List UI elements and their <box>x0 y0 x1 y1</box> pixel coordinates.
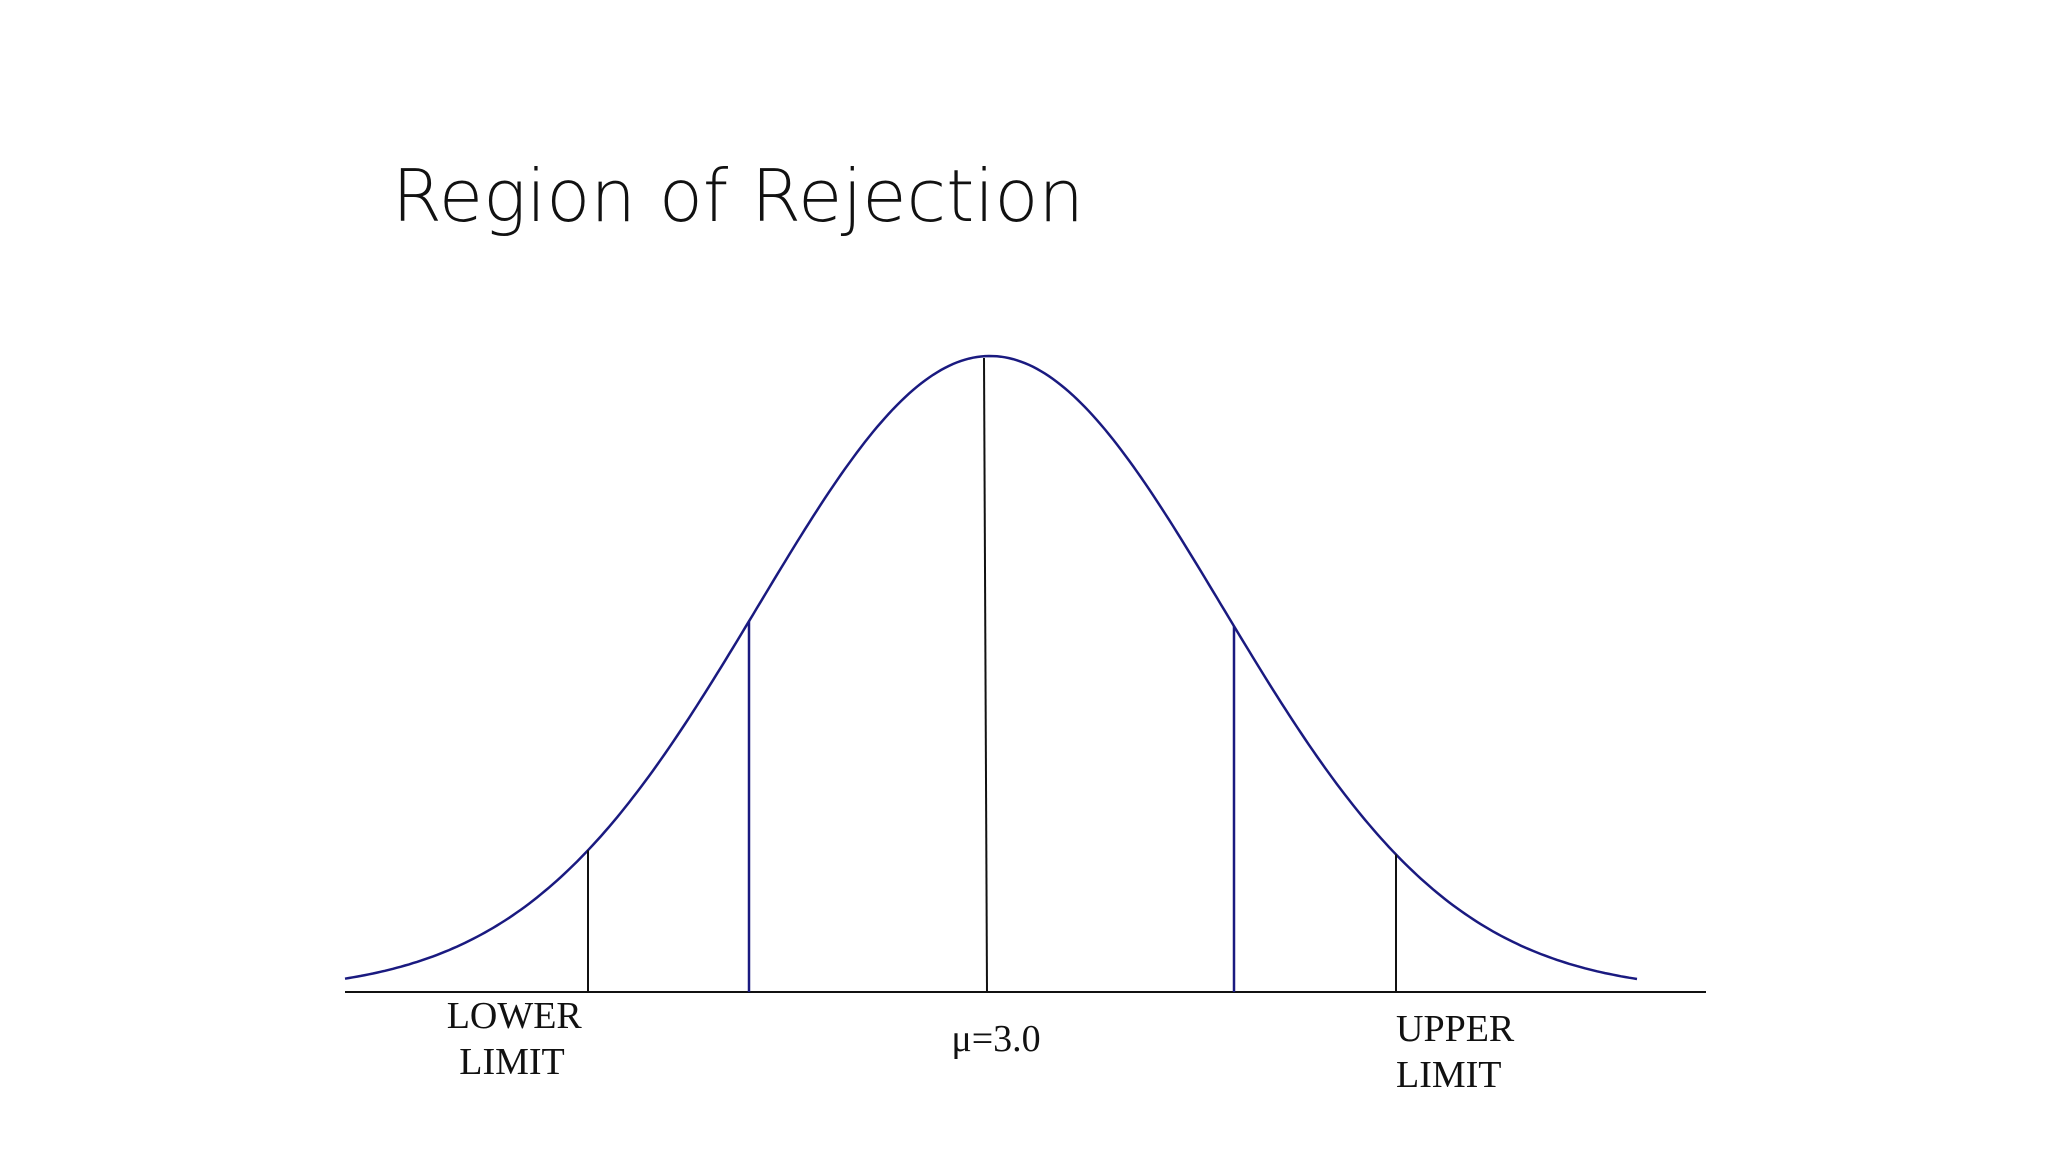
lower-limit-label: LOWER LIMIT <box>447 995 592 1083</box>
mean-line <box>983 357 988 993</box>
slide-title: Region of Rejection <box>392 154 1085 238</box>
upper-limit-label: UPPER LIMIT <box>1396 1008 1524 1096</box>
bell-curve <box>344 354 1638 981</box>
mean-label: μ=3.0 <box>951 1018 1040 1060</box>
